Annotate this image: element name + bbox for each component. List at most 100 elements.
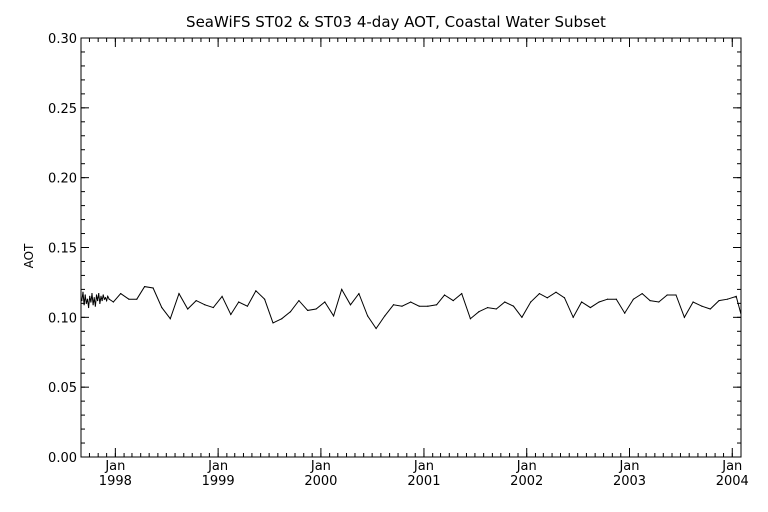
data-point (93, 297, 95, 299)
data-point (418, 305, 420, 307)
data-point (709, 308, 711, 310)
data-point (255, 290, 257, 292)
data-point (195, 299, 197, 302)
x-tick-year-label: 2001 (407, 474, 440, 489)
x-tick-year-label: 2000 (304, 474, 337, 489)
data-point (281, 318, 283, 320)
data-point (85, 302, 87, 304)
x-tick-month-label: Jan (618, 459, 639, 474)
data-point (495, 308, 497, 310)
data-point (349, 304, 352, 306)
data-point (230, 313, 232, 316)
data-point (452, 299, 454, 302)
data-point (555, 291, 557, 293)
data-point (88, 306, 90, 309)
data-point (504, 301, 506, 303)
data-point (512, 305, 515, 307)
data-point (90, 301, 92, 303)
data-point (89, 295, 91, 297)
x-tick-year-label: 2003 (613, 474, 646, 489)
data-point (107, 295, 109, 297)
data-point (152, 287, 154, 289)
data-point (315, 308, 317, 310)
data-point (375, 327, 377, 330)
data-point (272, 322, 274, 324)
data-point (443, 294, 446, 296)
x-tick-month-label: Jan (104, 459, 125, 474)
data-point (84, 294, 86, 296)
data-point (658, 301, 660, 303)
data-point (97, 299, 99, 302)
data-point (641, 292, 643, 295)
data-point (341, 288, 343, 290)
data-point (666, 294, 668, 296)
data-point (136, 298, 138, 300)
data-point (436, 304, 438, 306)
data-point (598, 301, 600, 303)
data-point (606, 298, 609, 300)
data-point (169, 318, 171, 320)
data-point (675, 294, 677, 296)
data-point (332, 315, 335, 317)
data-point (204, 304, 206, 306)
data-point (238, 301, 240, 303)
y-tick-label: 0.30 (48, 32, 77, 47)
data-point (324, 301, 326, 303)
data-point (581, 301, 583, 303)
data-point (112, 301, 114, 303)
data-point (461, 292, 463, 295)
x-tick-year-label: 2002 (510, 474, 543, 489)
data-point (92, 304, 94, 306)
chart-title: SeaWiFS ST02 & ST03 4-day AOT, Coastal W… (186, 13, 606, 31)
data-point (289, 311, 292, 313)
data-point (469, 318, 472, 320)
x-tick-year-label: 1999 (202, 474, 235, 489)
y-tick-label: 0.15 (48, 242, 77, 257)
data-point (358, 292, 360, 295)
data-point (246, 305, 249, 307)
data-point (624, 312, 626, 314)
plot-frame (80, 37, 742, 458)
data-point (367, 315, 369, 317)
data-point (95, 294, 98, 296)
data-point (81, 299, 83, 302)
data-point (144, 286, 146, 288)
data-point (82, 291, 84, 293)
data-point (563, 297, 566, 299)
x-tick-year-label: 1998 (99, 474, 132, 489)
data-point (91, 292, 93, 295)
series-group (81, 286, 742, 330)
series-line (81, 286, 742, 330)
data-point (86, 298, 89, 300)
data-point (108, 298, 110, 300)
data-point (546, 297, 548, 299)
data-point (307, 309, 309, 311)
data-point (94, 305, 96, 307)
data-point (98, 292, 100, 295)
data-point (392, 304, 395, 306)
data-point (103, 298, 105, 300)
data-point (486, 306, 489, 309)
y-axis: 0.00 0.05 0.10 0.15 0.20 0.25 0.30 (48, 32, 741, 466)
data-point (128, 298, 130, 300)
x-axis: Jan1998Jan1999Jan2000Jan2001Jan2002Jan20… (88, 38, 749, 489)
data-point (99, 302, 101, 304)
data-point (427, 305, 429, 307)
data-point (212, 306, 214, 309)
x-tick-month-label: Jan (207, 459, 228, 474)
x-tick-month-label: Jan (721, 459, 742, 474)
data-point (100, 295, 102, 297)
data-point (104, 297, 107, 299)
data-point (401, 305, 403, 307)
data-point (589, 306, 591, 309)
x-tick-month-label: Jan (413, 459, 434, 474)
data-point (718, 299, 720, 302)
data-point (102, 294, 104, 296)
y-tick-label: 0.00 (48, 451, 77, 466)
data-point (101, 299, 103, 302)
data-point (726, 298, 729, 300)
data-point (384, 315, 386, 317)
data-point (221, 295, 223, 297)
y-tick-label: 0.05 (48, 381, 77, 396)
